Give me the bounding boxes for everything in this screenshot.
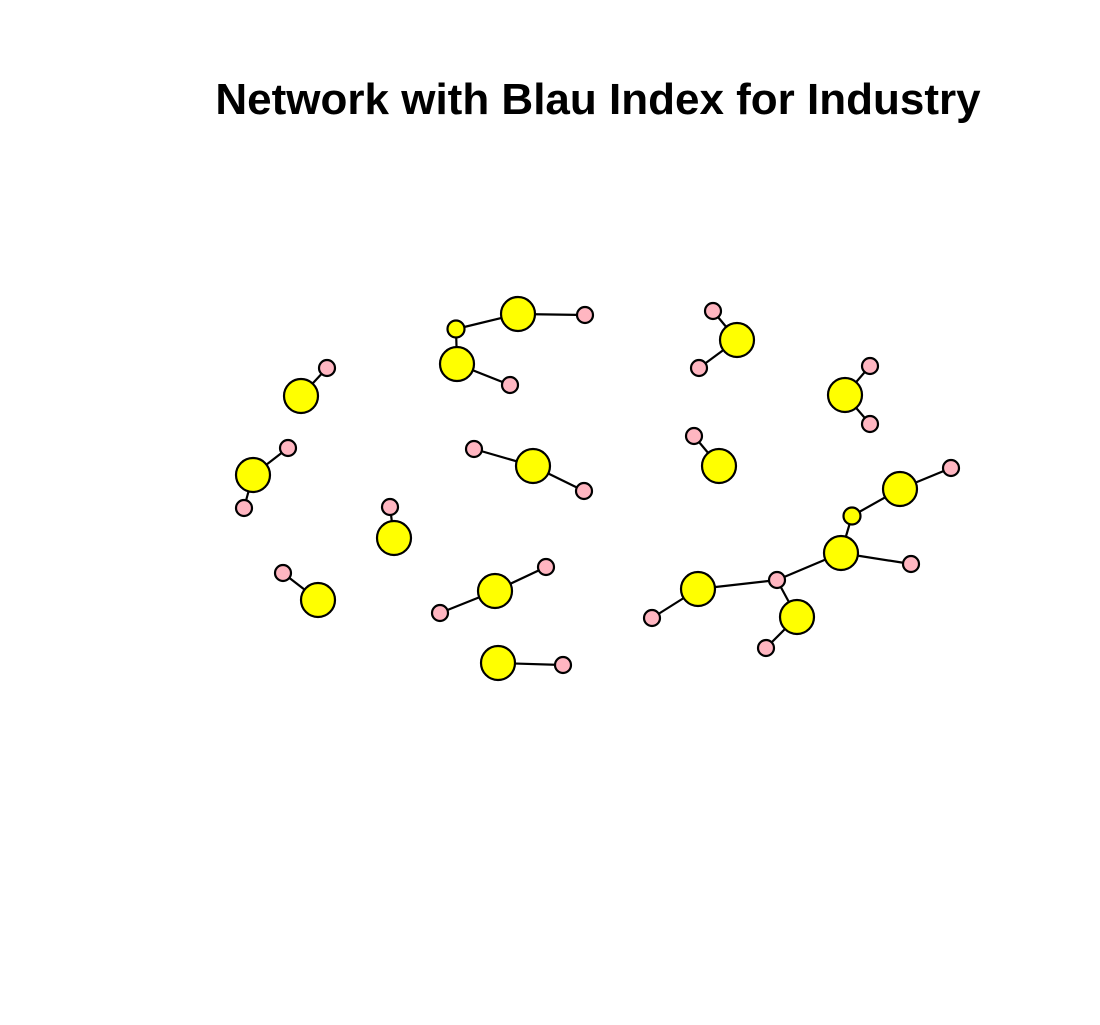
alter-node-pc [767,570,787,590]
focal-node-y5 [826,376,864,414]
alter-node-p12b [430,603,450,623]
nodes-layer [234,295,961,682]
focal-node-y1 [499,295,537,333]
focal-node-y12 [476,572,514,610]
alter-node-p5b [860,414,880,434]
alter-node-p12a [536,557,556,577]
alter-node-p5a [860,356,880,376]
alter-node-p3a [703,301,723,321]
alter-node-p13 [901,554,921,574]
alter-node-p2 [500,375,520,395]
alter-node-p15 [756,638,776,658]
focal-node-y2 [438,345,476,383]
focal-node-ys9 [842,506,862,526]
edges-layer [242,310,952,667]
focal-node-y4 [282,377,320,415]
focal-node-y14 [679,570,717,608]
alter-node-p11 [273,563,293,583]
focal-node-y7 [514,447,552,485]
alter-node-p14 [642,608,662,628]
alter-node-p16 [553,655,573,675]
focal-node-y3 [718,321,756,359]
focal-node-ys1 [446,319,466,339]
alter-node-p3b [689,358,709,378]
focal-node-y15 [778,598,816,636]
alter-node-p7a [464,439,484,459]
alter-node-p1 [575,305,595,325]
alter-node-p7b [574,481,594,501]
focal-node-y10 [375,519,413,557]
focal-node-y11 [299,581,337,619]
alter-node-p4 [317,358,337,378]
alter-node-p9 [941,458,961,478]
alter-node-p8 [684,426,704,446]
alter-node-p10 [380,497,400,517]
focal-node-y16 [479,644,517,682]
alter-node-p6a [278,438,298,458]
plot-title: Network with Blau Index for Industry [215,75,981,124]
focal-node-y6 [234,456,272,494]
focal-node-y8 [700,447,738,485]
focal-node-y9 [881,470,919,508]
alter-node-p6b [234,498,254,518]
focal-node-y13 [822,534,860,572]
